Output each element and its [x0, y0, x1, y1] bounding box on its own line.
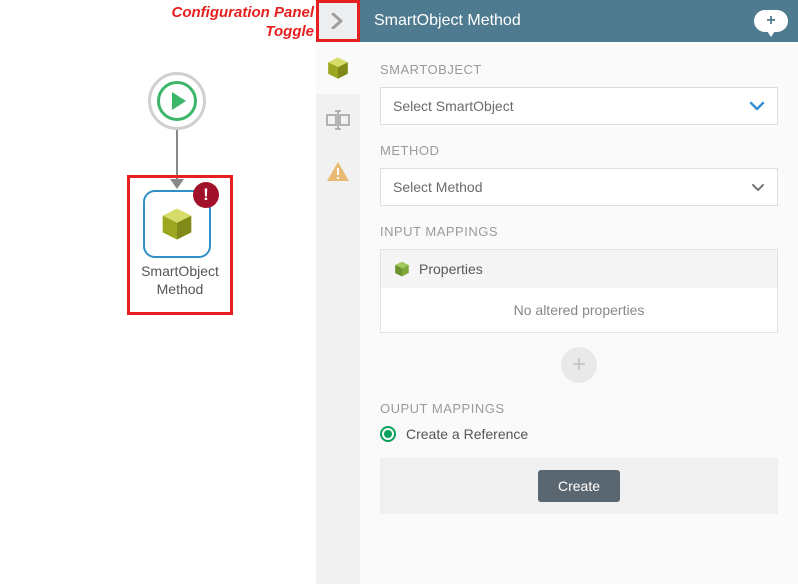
- cube-tab[interactable]: [316, 42, 360, 94]
- plus-icon: +: [766, 13, 775, 29]
- alert-badge: !: [193, 182, 219, 208]
- properties-box: Properties No altered properties: [380, 249, 778, 333]
- input-mappings-label: INPUT MAPPINGS: [380, 224, 778, 239]
- radio-selected-icon: [380, 426, 396, 442]
- chevron-down-icon: [751, 183, 765, 192]
- panel-toggle-button[interactable]: [319, 3, 355, 39]
- annotation-line1: Configuration Panel: [172, 4, 315, 21]
- cube-icon: [325, 55, 351, 81]
- method-section-label: METHOD: [380, 143, 778, 158]
- smartobject-method-node[interactable]: !: [143, 190, 211, 258]
- warning-icon: [326, 161, 350, 183]
- annotation-label: Configuration Panel Toggle: [172, 4, 315, 42]
- warning-tab[interactable]: [316, 146, 360, 198]
- workflow-canvas[interactable]: Configuration Panel Toggle ! SmartObject: [0, 0, 316, 584]
- alert-symbol: !: [203, 185, 209, 205]
- start-node[interactable]: [148, 72, 206, 130]
- smartobject-placeholder: Select SmartObject: [393, 98, 514, 114]
- method-placeholder: Select Method: [393, 179, 483, 195]
- panel-tab-strip: [316, 42, 360, 584]
- properties-header[interactable]: Properties: [381, 250, 777, 288]
- panel-header: SmartObject Method +: [360, 0, 798, 42]
- add-mapping-button[interactable]: +: [561, 347, 597, 383]
- panel-title: SmartObject Method: [374, 12, 521, 30]
- rename-tab[interactable]: [316, 94, 360, 146]
- cube-icon: [158, 205, 196, 243]
- create-reference-radio[interactable]: Create a Reference: [380, 426, 778, 442]
- chevron-down-icon: [749, 101, 765, 111]
- rename-icon: [326, 110, 350, 130]
- chevron-right-icon: [330, 13, 344, 29]
- create-bar: Create: [380, 458, 778, 514]
- no-properties-text: No altered properties: [381, 288, 777, 332]
- comment-badge[interactable]: +: [754, 10, 788, 32]
- output-mappings-label: OUPUT MAPPINGS: [380, 401, 778, 416]
- create-reference-label: Create a Reference: [406, 426, 528, 442]
- play-icon: [157, 81, 197, 121]
- properties-title: Properties: [419, 261, 483, 277]
- cube-icon: [393, 260, 411, 278]
- toggle-highlight-box: [316, 0, 360, 42]
- method-dropdown[interactable]: Select Method: [380, 168, 778, 206]
- node-label: SmartObject Method: [127, 262, 233, 298]
- configuration-panel: SmartObject Method + SMARTOBJECT Select …: [360, 0, 798, 584]
- create-button[interactable]: Create: [538, 470, 620, 502]
- annotation-line2: Toggle: [265, 23, 314, 40]
- smartobject-dropdown[interactable]: Select SmartObject: [380, 87, 778, 125]
- smartobject-section-label: SMARTOBJECT: [380, 62, 778, 77]
- plus-icon: +: [572, 351, 586, 379]
